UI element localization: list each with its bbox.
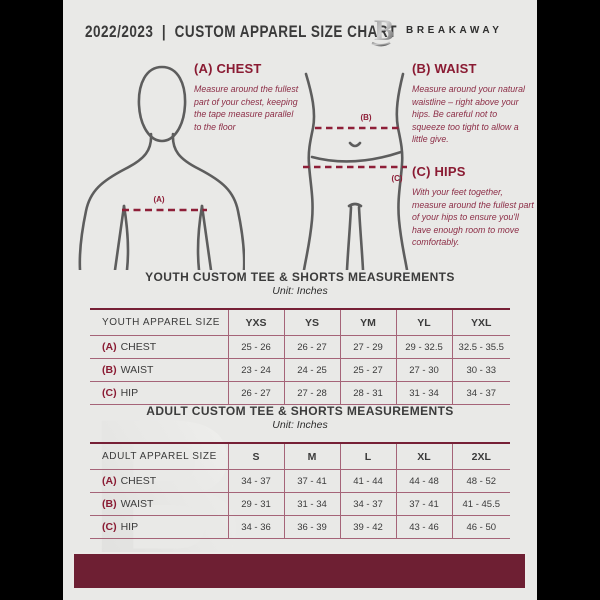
- measure-cell: 46 - 50: [451, 515, 510, 539]
- youth-hip-row: (C) HIP 26 - 27 27 - 28 28 - 31 31 - 34 3…: [90, 381, 510, 405]
- row-label-cell: (C) HIP: [90, 515, 228, 539]
- measure-cell: 31 - 34: [395, 381, 452, 405]
- hips-guide-heading: (C) HIPS: [412, 164, 466, 179]
- size-chart-flyer: B 2022/2023 | CUSTOM APPAREL SIZE CHART …: [63, 0, 537, 600]
- hips-guide-text: With your feet together, measure around …: [412, 187, 534, 247]
- footer-bar: [72, 552, 527, 590]
- measure-cell: 48 - 52: [451, 469, 510, 493]
- measure-cell: 26 - 27: [227, 381, 284, 405]
- measure-cell: 34 - 37: [339, 492, 396, 516]
- breakaway-logo-icon: B: [368, 14, 394, 47]
- waist-guide-heading: (B) WAIST: [412, 61, 477, 76]
- measure-cell: 29 - 32.5: [395, 335, 452, 359]
- youth-section-title: YOUTH CUSTOM TEE & SHORTS MEASUREMENTS: [145, 270, 455, 284]
- adult-waist-row: (B) WAIST 29 - 31 31 - 34 34 - 37 37 - 41…: [90, 492, 510, 516]
- svg-text:B: B: [374, 14, 394, 47]
- hip-curve: [310, 150, 403, 163]
- measure-cell: 41 - 45.5: [451, 492, 510, 516]
- adult-size-label-cell: ADULT APPAREL SIZE: [90, 443, 228, 470]
- adult-section-title: ADULT CUSTOM TEE & SHORTS MEASUREMENTS: [146, 404, 454, 418]
- upper-body-diagram: (A): [78, 65, 245, 270]
- size-header-cell: L: [339, 443, 396, 470]
- hips-marker-label: (C): [391, 174, 402, 183]
- youth-waist-row: (B) WAIST 23 - 24 24 - 25 25 - 27 27 - 30…: [90, 358, 510, 382]
- measure-cell: 31 - 34: [283, 492, 340, 516]
- size-header-cell: XL: [395, 443, 452, 470]
- chest-guide: (A) CHEST Measure around the fullest par…: [194, 61, 300, 133]
- right-hip-leg: [395, 72, 409, 270]
- measure-cell: 27 - 30: [395, 358, 452, 382]
- size-header-cell: YL: [395, 309, 452, 336]
- head-outline: [137, 65, 187, 143]
- waist-marker-label: (B): [360, 113, 371, 122]
- size-header-cell: M: [283, 443, 340, 470]
- right-shoulder-arm: [171, 132, 245, 270]
- navel-mark: [348, 141, 362, 148]
- size-header-cell: S: [227, 443, 284, 470]
- measure-cell: 27 - 28: [283, 381, 340, 405]
- adult-size-table: ADULT APPAREL SIZE S M L XL 2XL (A) CHEST…: [90, 442, 510, 539]
- youth-chest-row: (A) CHEST 25 - 26 26 - 27 27 - 29 29 - 32…: [90, 335, 510, 359]
- measure-cell: 34 - 36: [227, 515, 284, 539]
- size-header-cell: YXS: [227, 309, 284, 336]
- measure-cell: 34 - 37: [227, 469, 284, 493]
- row-label-cell: (C) HIP: [90, 381, 228, 405]
- adult-unit-label: Unit: Inches: [272, 419, 328, 431]
- size-header-cell: YXL: [451, 309, 510, 336]
- left-shoulder-arm: [78, 132, 153, 270]
- left-hip-leg: [302, 72, 316, 270]
- page-title: 2022/2023 | CUSTOM APPAREL SIZE CHART: [85, 23, 397, 41]
- measure-cell: 24 - 25: [283, 358, 340, 382]
- measure-cell: 26 - 27: [283, 335, 340, 359]
- youth-unit-label: Unit: Inches: [272, 285, 328, 297]
- row-label-cell: (A) CHEST: [90, 335, 228, 359]
- measure-cell: 39 - 42: [339, 515, 396, 539]
- row-label-cell: (B) WAIST: [90, 492, 228, 516]
- measure-cell: 43 - 46: [395, 515, 452, 539]
- waist-guide: (B) WAIST Measure around your natural wa…: [412, 61, 530, 146]
- adult-table-header-row: ADULT APPAREL SIZE S M L XL 2XL: [90, 443, 510, 470]
- chest-guide-heading: (A) CHEST: [194, 61, 262, 76]
- size-header-cell: 2XL: [451, 443, 510, 470]
- adult-chest-row: (A) CHEST 34 - 37 37 - 41 41 - 44 44 - 48…: [90, 469, 510, 493]
- measure-cell: 41 - 44: [339, 469, 396, 493]
- measure-cell: 29 - 31: [227, 492, 284, 516]
- brand-lockup: B BREAKAWAY: [367, 13, 503, 47]
- row-label-cell: (A) CHEST: [90, 469, 228, 493]
- measure-cell: 32.5 - 35.5: [451, 335, 510, 359]
- measure-cell: 37 - 41: [395, 492, 452, 516]
- measure-cell: 28 - 31: [339, 381, 396, 405]
- brand-name: BREAKAWAY: [406, 24, 503, 36]
- measure-cell: 25 - 26: [227, 335, 284, 359]
- measure-cell: 25 - 27: [339, 358, 396, 382]
- measure-cell: 36 - 39: [283, 515, 340, 539]
- measure-cell: 34 - 37: [451, 381, 510, 405]
- measure-cell: 27 - 29: [339, 335, 396, 359]
- hips-guide: (C) HIPS With your feet together, measur…: [412, 164, 534, 249]
- measure-cell: 44 - 48: [395, 469, 452, 493]
- chest-guide-text: Measure around the fullest part of your …: [194, 84, 299, 132]
- youth-size-label-cell: YOUTH APPAREL SIZE: [90, 309, 228, 336]
- lower-body-diagram: (B) (C): [302, 72, 409, 270]
- youth-table-header-row: YOUTH APPAREL SIZE YXS YS YM YL YXL: [90, 309, 510, 336]
- measure-cell: 37 - 41: [283, 469, 340, 493]
- measure-cell: 30 - 33: [451, 358, 510, 382]
- measure-cell: 23 - 24: [227, 358, 284, 382]
- adult-hip-row: (C) HIP 34 - 36 36 - 39 39 - 42 43 - 46 4…: [90, 515, 510, 539]
- size-header-cell: YS: [283, 309, 340, 336]
- youth-size-table: YOUTH APPAREL SIZE YXS YS YM YL YXL (A) C…: [90, 308, 510, 405]
- waist-guide-text: Measure around your natural waistline – …: [412, 84, 525, 144]
- row-label-cell: (B) WAIST: [90, 358, 228, 382]
- chest-marker-label: (A): [153, 195, 164, 204]
- size-header-cell: YM: [339, 309, 396, 336]
